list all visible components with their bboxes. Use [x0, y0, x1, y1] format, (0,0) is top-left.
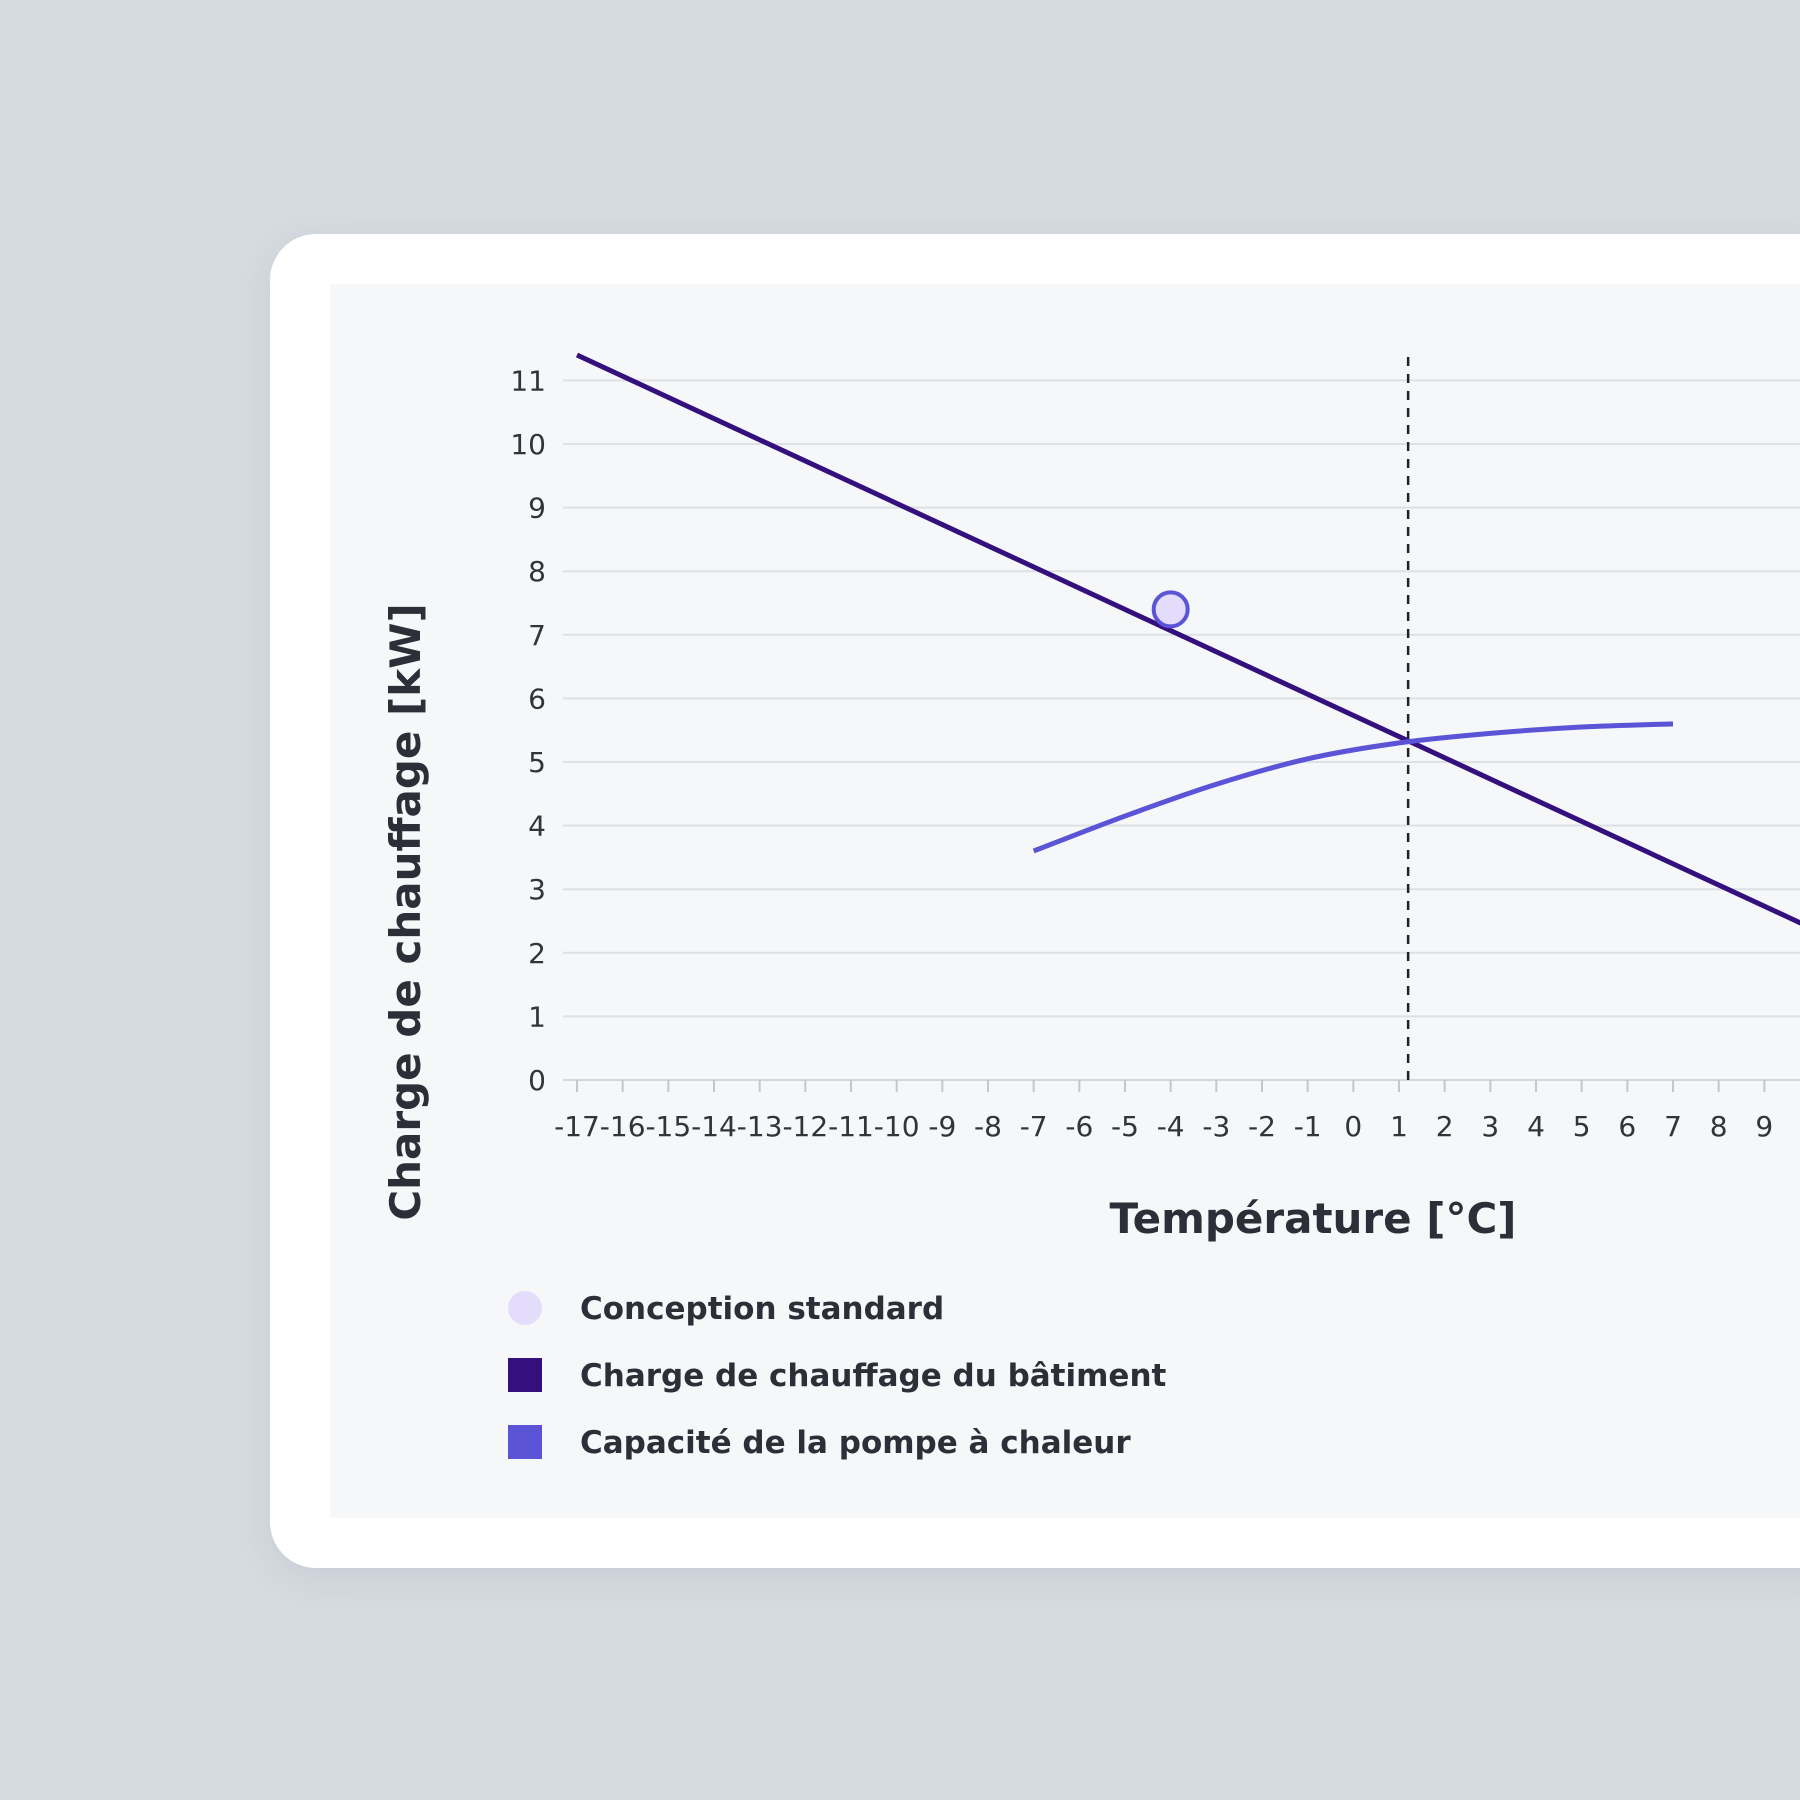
chart-card: [270, 234, 1800, 1568]
x-tick-label: -8: [974, 1110, 1002, 1143]
legend-marker-square: [508, 1425, 542, 1459]
x-tick-label: -3: [1202, 1110, 1230, 1143]
series-line-building-load: [575, 352, 1800, 926]
y-tick-label: 8: [528, 555, 546, 588]
x-tick-label: -13: [737, 1110, 783, 1143]
legend-label: Capacité de la pompe à chaleur: [580, 1425, 1131, 1461]
y-tick-label: 11: [510, 364, 546, 397]
legend-label: Conception standard: [580, 1291, 944, 1327]
x-tick-label: -15: [645, 1110, 691, 1143]
x-tick-label: 7: [1664, 1110, 1682, 1143]
y-axis: 0 1 2 3 4 5 6 7 8 9 10 11: [510, 364, 546, 1097]
series-point-standard-design: [1151, 590, 1190, 629]
y-tick-label: 4: [528, 810, 546, 843]
y-tick-label: 5: [528, 746, 546, 779]
x-tick-label: -5: [1111, 1110, 1139, 1143]
x-tick-label: -16: [600, 1110, 646, 1143]
x-tick-label: -12: [782, 1110, 828, 1143]
x-tick-label: -4: [1157, 1110, 1185, 1143]
y-axis-title: Charge de chauffage [kW]: [381, 603, 430, 1220]
y-tick-label: 3: [528, 873, 546, 906]
x-tick-label: 3: [1481, 1110, 1499, 1143]
legend: Conception standard Charge de chauffage d…: [508, 1291, 1167, 1461]
y-tick-label: 2: [528, 937, 546, 970]
y-tick-label: 6: [528, 682, 546, 715]
series-group: [575, 352, 1800, 926]
legend-marker-square: [508, 1358, 542, 1392]
x-tick-label: -2: [1248, 1110, 1276, 1143]
y-tick-label: 9: [528, 492, 546, 525]
chart-panel: [330, 284, 1800, 1518]
x-tick-label: 0: [1344, 1110, 1362, 1143]
x-tick-label: 9: [1755, 1110, 1773, 1143]
x-tick-label: -9: [928, 1110, 956, 1143]
x-tick-label: -14: [691, 1110, 737, 1143]
x-tick-label: 5: [1573, 1110, 1591, 1143]
y-tick-label: 7: [528, 619, 546, 652]
y-tick-label: 1: [528, 1000, 546, 1033]
legend-marker-circle: [508, 1291, 542, 1325]
x-tick-label: -7: [1020, 1110, 1048, 1143]
y-tick-label: 0: [528, 1064, 546, 1097]
x-tick-label: -6: [1065, 1110, 1093, 1143]
y-tick-label: 10: [510, 428, 546, 461]
x-tick-label: 1: [1390, 1110, 1408, 1143]
x-axis: -17 -16 -15 -14 -13 -12 -11 -10 -9 -8 -7 -6 -5 -4 -3 -2…: [554, 1079, 1800, 1143]
x-tick-label: 6: [1618, 1110, 1636, 1143]
x-tick-label: -1: [1294, 1110, 1322, 1143]
x-tick-label: 2: [1436, 1110, 1454, 1143]
series-line-heat-pump-capacity: [1032, 721, 1674, 854]
legend-label: Charge de chauffage du bâtiment: [580, 1358, 1167, 1394]
x-tick-label: 8: [1710, 1110, 1728, 1143]
x-tick-label: -17: [554, 1110, 600, 1143]
x-tick-label: 4: [1527, 1110, 1545, 1143]
x-axis-title: Température [°C]: [1110, 1194, 1517, 1243]
grid-lines: [563, 379, 1800, 1081]
x-tick-label: -10: [874, 1110, 920, 1143]
x-tick-label: -11: [828, 1110, 874, 1143]
